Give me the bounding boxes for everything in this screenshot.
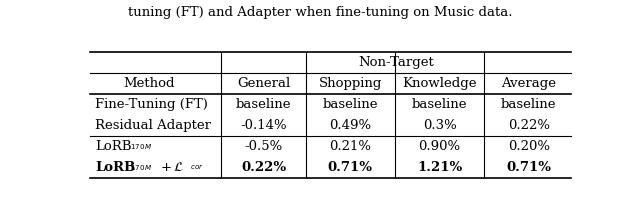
- Text: $_{cor}$: $_{cor}$: [190, 163, 204, 172]
- Text: LoRB: LoRB: [95, 161, 135, 174]
- Text: 0.22%: 0.22%: [508, 119, 550, 132]
- Text: 0.3%: 0.3%: [423, 119, 456, 132]
- Text: baseline: baseline: [501, 98, 557, 111]
- Text: baseline: baseline: [236, 98, 291, 111]
- Text: baseline: baseline: [323, 98, 378, 111]
- Text: Non-Target: Non-Target: [358, 56, 434, 69]
- Text: 0.22%: 0.22%: [241, 161, 286, 174]
- Text: $_{170\,M}$: $_{170\,M}$: [130, 163, 153, 173]
- Text: Average: Average: [501, 77, 556, 90]
- Text: 0.90%: 0.90%: [419, 140, 461, 153]
- Text: -0.5%: -0.5%: [244, 140, 283, 153]
- Text: Knowledge: Knowledge: [403, 77, 477, 90]
- Text: Shopping: Shopping: [319, 77, 382, 90]
- Text: General: General: [237, 77, 290, 90]
- Text: 0.49%: 0.49%: [329, 119, 371, 132]
- Text: Method: Method: [124, 77, 175, 90]
- Text: tuning (FT) and Adapter when fine-tuning on Music data.: tuning (FT) and Adapter when fine-tuning…: [128, 6, 512, 19]
- Text: Residual Adapter: Residual Adapter: [95, 119, 211, 132]
- Text: LoRB: LoRB: [95, 140, 131, 153]
- Text: -0.14%: -0.14%: [240, 119, 287, 132]
- Text: $_{170\,M}$: $_{170\,M}$: [130, 142, 153, 152]
- Text: 1.21%: 1.21%: [417, 161, 462, 174]
- Text: 0.21%: 0.21%: [330, 140, 371, 153]
- Text: 0.71%: 0.71%: [328, 161, 373, 174]
- Text: Fine-Tuning (FT): Fine-Tuning (FT): [95, 98, 208, 111]
- Text: 0.20%: 0.20%: [508, 140, 550, 153]
- Text: $+\,\mathcal{L}$: $+\,\mathcal{L}$: [161, 161, 184, 174]
- Text: baseline: baseline: [412, 98, 467, 111]
- Text: 0.71%: 0.71%: [506, 161, 552, 174]
